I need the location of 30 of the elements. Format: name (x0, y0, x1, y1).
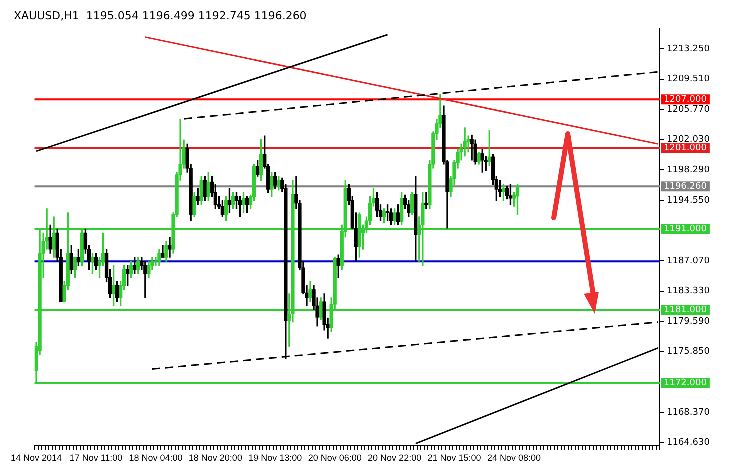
x-tick-label: 14 Nov 2014 (11, 453, 62, 464)
y-tick-label: 1168.370 (667, 408, 710, 418)
y-tick-label: 1213.250 (667, 44, 710, 54)
candlestick (144, 261, 148, 298)
ref-line-label: 1201.000 (664, 144, 708, 154)
candlestick (463, 128, 467, 157)
ref-line-label: 1207.000 (664, 94, 708, 105)
ref-line-label: 1181.000 (664, 306, 708, 316)
y-tick-label: 1209.510 (667, 74, 710, 85)
ref-line-label: 1196.260 (664, 182, 708, 192)
y-tick-label: 1164.630 (667, 438, 710, 448)
candlestick (168, 236, 172, 258)
ref-line-label: 1172.000 (664, 378, 708, 388)
x-tick-label: 24 Nov 08:00 (487, 453, 542, 464)
x-tick-label: 18 Nov 20:00 (188, 453, 242, 464)
x-tick-label: 17 Nov 11:00 (70, 453, 123, 464)
y-tick-label: 1179.590 (667, 316, 710, 327)
y-tick-label: 1198.290 (667, 166, 710, 176)
x-tick-label: 20 Nov 22:00 (368, 453, 422, 464)
y-tick-label: 1183.330 (667, 286, 710, 297)
y-tick-label: 1175.850 (667, 347, 710, 358)
chart-title: XAUUSD,H1 1195.054 1196.499 1192.745 1196.260 (14, 9, 307, 22)
x-tick-label: 20 Nov 06:00 (308, 453, 362, 464)
x-tick-label: 18 Nov 04:00 (129, 453, 183, 464)
y-tick-label: 1205.770 (667, 104, 710, 115)
y-tick-label: 1194.550 (667, 196, 710, 206)
ref-line-label: 1191.000 (664, 224, 708, 235)
x-tick-label: 19 Nov 13:00 (248, 453, 302, 464)
y-tick-label: 1187.070 (667, 256, 710, 266)
x-tick-label: 21 Nov 15:00 (428, 453, 482, 464)
